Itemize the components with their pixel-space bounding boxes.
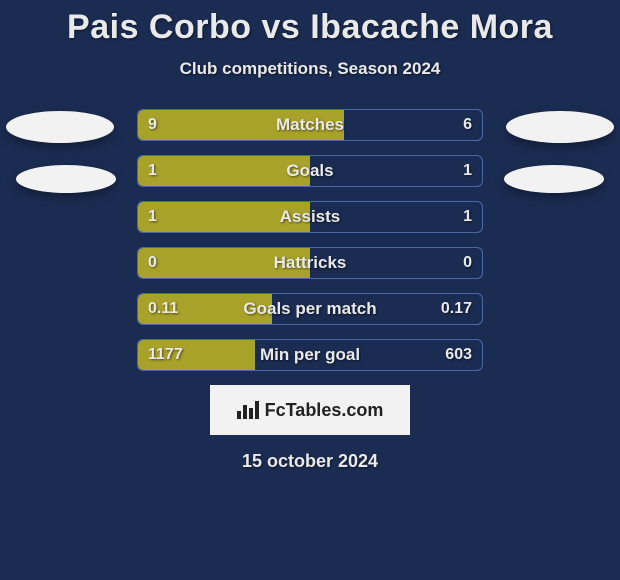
bar-row-min-per-goal: 1177 Min per goal 603 <box>137 339 483 371</box>
bar-right-value: 0.17 <box>441 300 472 318</box>
bar-fill <box>138 156 310 186</box>
player-left-avatar-2 <box>16 165 116 193</box>
bar-left-value: 1177 <box>148 346 183 364</box>
bar-right-value: 1 <box>463 162 472 180</box>
bar-left-value: 1 <box>148 208 157 226</box>
bar-left-value: 9 <box>148 116 157 134</box>
date-label: 15 october 2024 <box>0 451 620 472</box>
bar-row-hattricks: 0 Hattricks 0 <box>137 247 483 279</box>
bar-right-value: 603 <box>445 346 472 364</box>
bar-left-value: 0.11 <box>148 300 178 318</box>
bar-left-value: 0 <box>148 254 157 272</box>
bar-label: Matches <box>276 115 344 135</box>
bar-row-goals-per-match: 0.11 Goals per match 0.17 <box>137 293 483 325</box>
page-subtitle: Club competitions, Season 2024 <box>0 59 620 79</box>
bar-left-value: 1 <box>148 162 157 180</box>
bar-label: Assists <box>280 207 340 227</box>
bars-container: 9 Matches 6 1 Goals 1 1 Assists 1 0 Hatt… <box>137 109 483 371</box>
logo: FcTables.com <box>237 400 384 421</box>
page-title: Pais Corbo vs Ibacache Mora <box>0 8 620 47</box>
logo-text: FcTables.com <box>265 400 384 421</box>
bar-label: Goals per match <box>243 299 376 319</box>
bar-chart-icon <box>237 401 259 419</box>
player-left-avatar-1 <box>6 111 114 143</box>
content-area: 9 Matches 6 1 Goals 1 1 Assists 1 0 Hatt… <box>0 109 620 472</box>
bar-label: Min per goal <box>260 345 360 365</box>
bar-row-assists: 1 Assists 1 <box>137 201 483 233</box>
player-right-avatar-2 <box>504 165 604 193</box>
bar-label: Hattricks <box>274 253 347 273</box>
player-right-avatar-1 <box>506 111 614 143</box>
bar-right-value: 1 <box>463 208 472 226</box>
bar-row-matches: 9 Matches 6 <box>137 109 483 141</box>
bar-right-value: 0 <box>463 254 472 272</box>
bar-row-goals: 1 Goals 1 <box>137 155 483 187</box>
logo-box: FcTables.com <box>210 385 410 435</box>
bar-right-value: 6 <box>463 116 472 134</box>
page-root: Pais Corbo vs Ibacache Mora Club competi… <box>0 0 620 580</box>
bar-label: Goals <box>286 161 333 181</box>
